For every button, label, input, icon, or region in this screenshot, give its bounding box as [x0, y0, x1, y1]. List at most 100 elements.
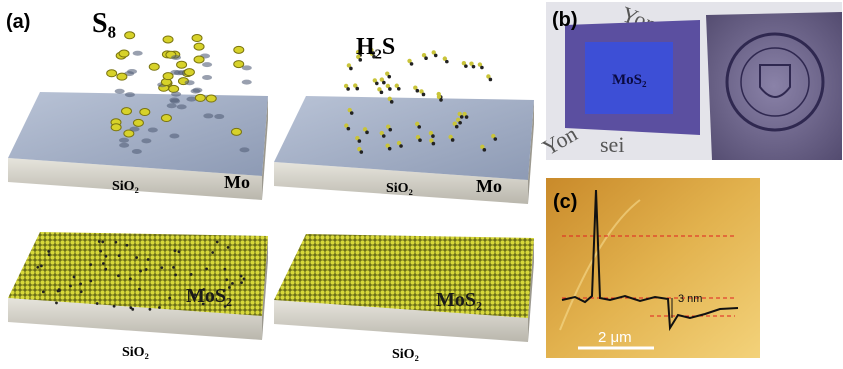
- precursor-label: S₈: [92, 8, 116, 39]
- molecule: [472, 65, 476, 69]
- defect: [129, 277, 132, 280]
- defect: [89, 263, 92, 266]
- shadow: [242, 80, 252, 85]
- molecule: [107, 70, 117, 77]
- shadow: [185, 80, 195, 85]
- shadow: [167, 103, 177, 108]
- defect: [118, 254, 121, 257]
- defect: [168, 297, 171, 300]
- shadow: [130, 127, 140, 132]
- scale-bar-label: 2 μm: [598, 329, 632, 346]
- shadow: [169, 98, 179, 103]
- molecule: [445, 60, 449, 64]
- shadow: [119, 143, 129, 148]
- molecule: [194, 43, 204, 50]
- molecule: [460, 115, 464, 119]
- molecule: [431, 134, 435, 138]
- shadow: [177, 104, 187, 109]
- panel-label: (b): [552, 9, 578, 31]
- molecule: [388, 128, 392, 132]
- sample-label: MoS₂: [612, 72, 647, 88]
- molecule: [163, 73, 173, 80]
- defect: [105, 255, 108, 258]
- molecule: [489, 78, 493, 82]
- defect: [36, 266, 39, 269]
- shadow: [115, 89, 125, 94]
- defect: [224, 268, 227, 271]
- defect: [55, 302, 58, 305]
- molecule: [350, 111, 354, 115]
- molecule: [161, 115, 171, 122]
- molecule: [387, 75, 391, 79]
- molecule: [418, 138, 422, 142]
- defect: [178, 250, 181, 253]
- molecule: [177, 61, 187, 68]
- molecule: [117, 73, 127, 80]
- substrate-label: SiO₂: [386, 181, 413, 196]
- shadow: [132, 149, 142, 154]
- molecule: [493, 137, 497, 141]
- panel-label: (a): [6, 11, 30, 33]
- molecule: [388, 147, 392, 151]
- molecule: [347, 127, 351, 131]
- defect: [174, 274, 177, 277]
- substrate-label: SiO₂: [122, 345, 149, 360]
- molecule: [122, 108, 132, 115]
- defect: [125, 244, 128, 247]
- shadow: [133, 51, 143, 56]
- defect: [80, 290, 83, 293]
- shadow: [119, 138, 129, 143]
- molecule: [192, 35, 202, 42]
- defect: [216, 241, 219, 244]
- molecule: [195, 94, 205, 101]
- molecule: [349, 67, 353, 71]
- molecule: [380, 91, 384, 95]
- defect: [205, 267, 208, 270]
- defect: [174, 249, 177, 252]
- shadow: [169, 134, 179, 139]
- molecule: [417, 125, 421, 129]
- figure: (a) S₈ H₂S Mo Mo SiO₂ SiO₂ MoS₂ MoS₂ SiO…: [0, 0, 843, 369]
- background-text: sei: [600, 132, 624, 157]
- shadow: [148, 128, 158, 133]
- defect: [158, 306, 161, 309]
- defect: [240, 275, 243, 278]
- molecule: [434, 54, 438, 58]
- molecule: [424, 56, 428, 60]
- defect: [211, 251, 214, 254]
- defect: [240, 281, 243, 284]
- shadow: [202, 62, 212, 67]
- defect: [160, 266, 163, 269]
- defect: [79, 283, 82, 286]
- molecule: [458, 121, 462, 125]
- shadow: [125, 92, 135, 97]
- defect: [99, 250, 102, 253]
- defect: [227, 246, 230, 249]
- molecule: [163, 36, 173, 43]
- defect: [104, 268, 107, 271]
- defect: [172, 266, 175, 269]
- shadow: [171, 55, 181, 60]
- molecule: [464, 64, 468, 68]
- defect: [47, 250, 50, 253]
- defect: [147, 258, 150, 261]
- defect: [89, 280, 92, 283]
- molecule: [480, 66, 484, 70]
- defect: [114, 241, 117, 244]
- molecule: [465, 115, 469, 119]
- molecule: [483, 148, 487, 152]
- molecule: [355, 87, 359, 91]
- molecule: [432, 142, 436, 146]
- defect: [139, 270, 142, 273]
- shadow: [174, 70, 184, 75]
- defect: [149, 308, 152, 311]
- molecule: [133, 119, 143, 126]
- defect: [190, 273, 193, 276]
- shadow: [203, 113, 213, 118]
- defect: [243, 277, 246, 280]
- substrate-label: SiO₂: [392, 347, 419, 362]
- molecule: [119, 50, 129, 57]
- molecule: [149, 63, 159, 70]
- defect: [113, 305, 116, 308]
